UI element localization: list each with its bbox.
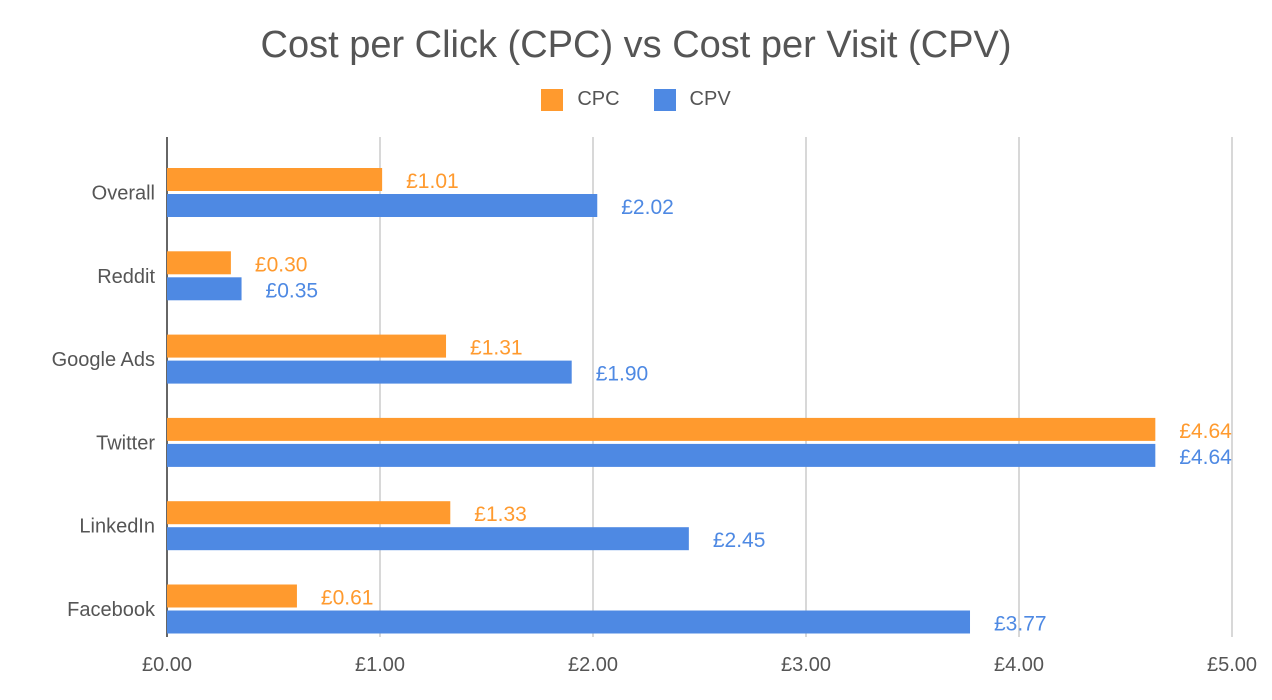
- bar-cpc: [167, 168, 383, 191]
- bar-cpc: [167, 251, 231, 275]
- category-label: Overall: [92, 183, 155, 205]
- bar-cpc: [167, 584, 297, 608]
- data-label-cpv: £4.64: [1179, 446, 1232, 469]
- x-tick-label: £3.00: [781, 654, 831, 676]
- x-tick-label: £4.00: [994, 654, 1044, 676]
- x-tick-label: £2.00: [568, 654, 618, 676]
- data-label-cpc: £4.64: [1179, 420, 1232, 443]
- data-label-cpc: £1.31: [470, 337, 523, 360]
- category-label: LinkedIn: [79, 516, 155, 538]
- category-label: Google Ads: [52, 349, 155, 371]
- legend-swatch-cpc: [541, 88, 564, 111]
- bar-cpv: [167, 610, 971, 634]
- category-label: Facebook: [67, 599, 156, 621]
- data-label-cpc: £0.61: [321, 587, 374, 610]
- data-label-cpv: £2.02: [621, 196, 674, 219]
- legend-item-cpc: CPC: [541, 88, 620, 111]
- x-tick-label: £1.00: [355, 654, 405, 676]
- data-label-cpv: £2.45: [713, 529, 766, 552]
- legend-swatch-cpv: [653, 88, 676, 111]
- bar-cpc: [167, 334, 447, 358]
- category-label: Twitter: [96, 432, 155, 454]
- category-label: Reddit: [97, 266, 155, 288]
- legend-item-cpv: CPV: [653, 88, 731, 111]
- legend: CPC CPV: [0, 88, 1272, 111]
- bar-cpc: [167, 417, 1156, 441]
- bar-cpv: [167, 277, 242, 301]
- bar-cpv: [167, 194, 598, 217]
- bar-cpv: [167, 443, 1156, 467]
- bar-cpv: [167, 360, 572, 384]
- legend-label-cpv: CPV: [689, 88, 731, 110]
- data-label-cpc: £1.01: [406, 170, 459, 193]
- data-label-cpv: £0.35: [266, 279, 319, 302]
- x-tick-label: £0.00: [142, 654, 192, 676]
- legend-label-cpc: CPC: [577, 88, 620, 110]
- data-label-cpc: £1.33: [474, 503, 527, 526]
- x-tick-label: £5.00: [1207, 654, 1257, 676]
- data-label-cpc: £0.30: [255, 253, 308, 276]
- data-label-cpv: £1.90: [596, 363, 649, 386]
- chart-title: Cost per Click (CPC) vs Cost per Visit (…: [260, 24, 1012, 66]
- data-label-cpv: £3.77: [994, 613, 1047, 636]
- bar-cpc: [167, 501, 451, 525]
- bar-cpv: [167, 527, 689, 551]
